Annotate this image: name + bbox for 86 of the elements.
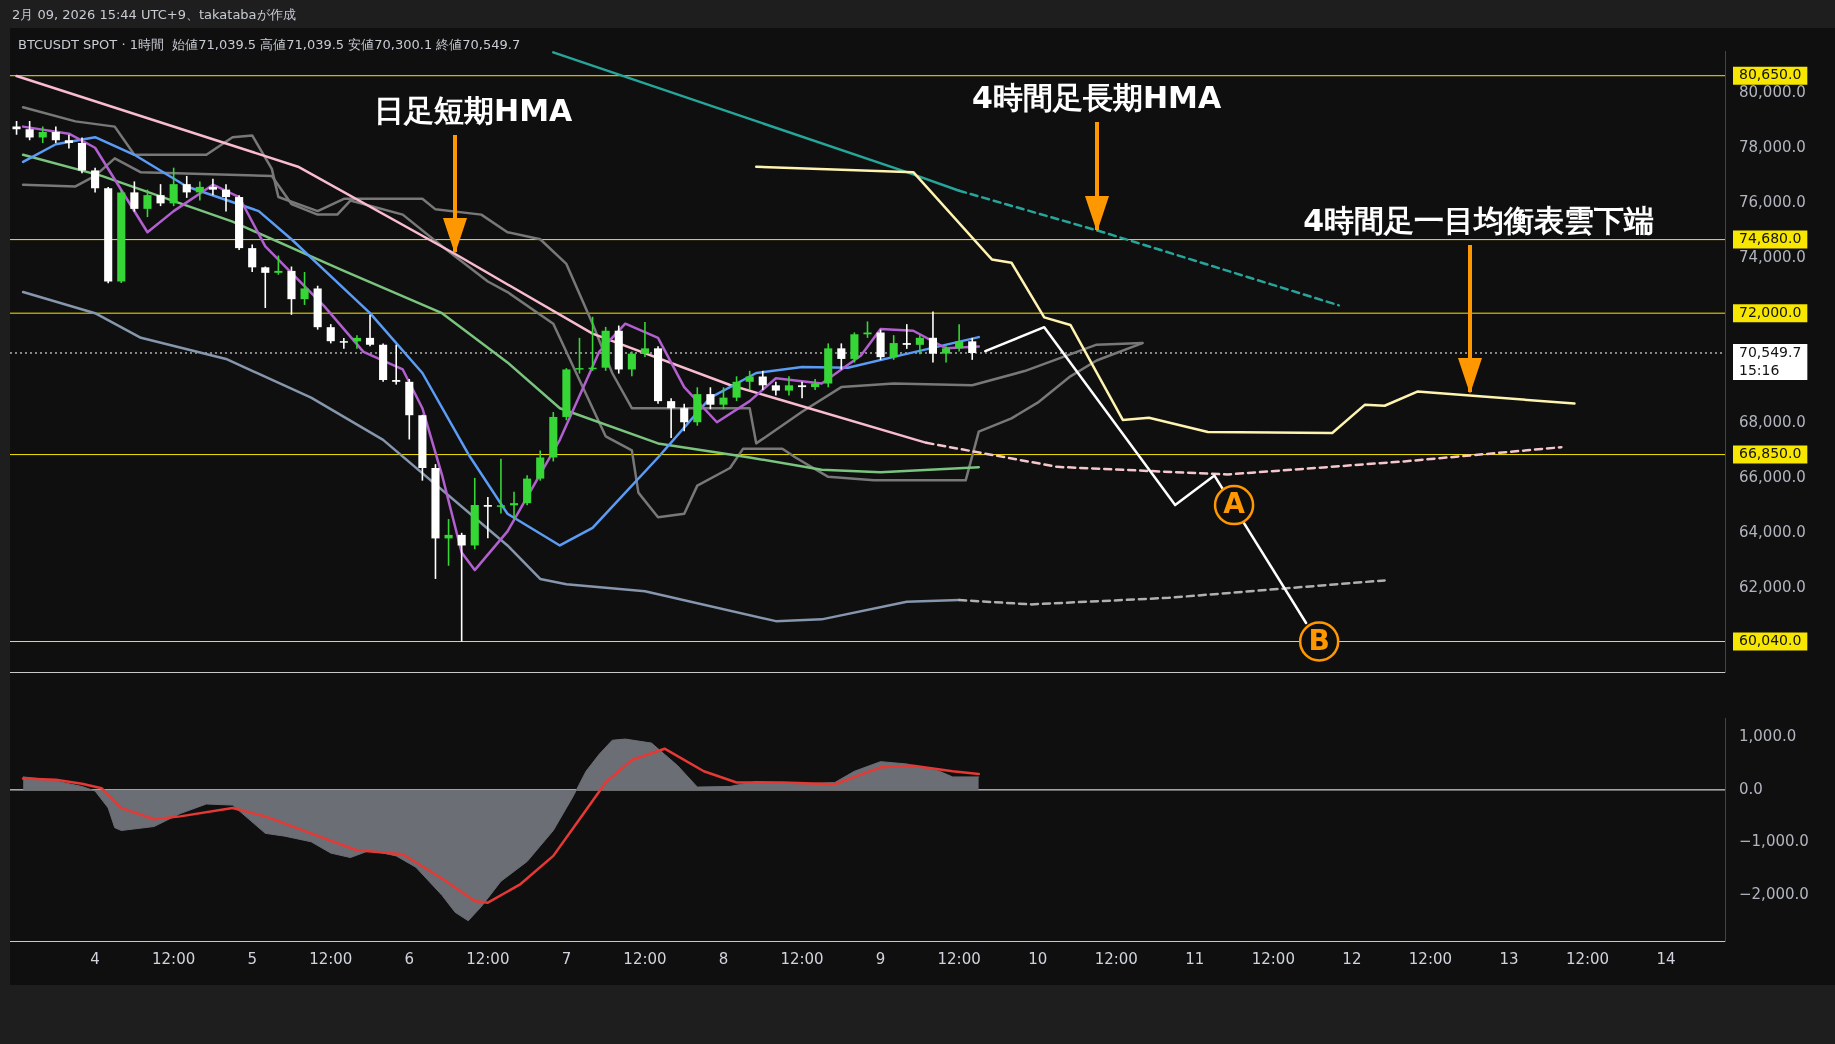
candlestick — [902, 323, 911, 350]
ref-line-label: 66,850.0 — [1739, 445, 1802, 462]
x-tick-label: 8 — [718, 949, 729, 968]
annotation: B — [1308, 623, 1330, 657]
x-tick-label: 5 — [247, 949, 257, 968]
y-tick-label: 76,000.0 — [1739, 193, 1806, 212]
line-series — [957, 579, 1386, 606]
y-tick-label: 74,000.0 — [1739, 248, 1806, 267]
candlestick — [248, 243, 257, 273]
candlestick — [457, 532, 466, 643]
candlestick — [221, 183, 231, 213]
x-tick-label: 12:00 — [623, 949, 667, 968]
y-tick-label: 62,000.0 — [1739, 577, 1806, 596]
y-tick-label: −1,000.0 — [1739, 832, 1809, 851]
y-tick-label: −2,000.0 — [1739, 884, 1809, 903]
y-tick-label: 66,000.0 — [1739, 467, 1806, 486]
x-tick-label: 12:00 — [152, 949, 196, 968]
candlestick — [274, 254, 283, 276]
x-tick-label: 12:00 — [780, 949, 824, 968]
x-tick-label: 12 — [1342, 949, 1362, 968]
x-tick-label: 11 — [1185, 949, 1205, 968]
candlestick — [64, 133, 73, 150]
candlestick — [25, 120, 34, 142]
candlestick — [169, 166, 178, 207]
candlestick — [732, 375, 741, 402]
candlestick — [208, 177, 217, 196]
x-tick-label: 12:00 — [466, 949, 510, 968]
candlestick — [575, 337, 584, 375]
ref-line-label: 70,549.7 15:16 — [1739, 343, 1802, 378]
chart-title: 2月 09, 2026 15:44 UTC+9、takatabaが作成 — [12, 6, 296, 24]
candlestick — [719, 386, 728, 411]
candlestick — [483, 496, 492, 540]
annotation: 日足短期HMA — [374, 92, 573, 128]
candlestick — [706, 386, 715, 411]
candlestick — [627, 350, 636, 378]
candlestick — [300, 271, 309, 306]
candlestick — [182, 175, 191, 199]
ref-line-label: 80,650.0 — [1739, 66, 1802, 83]
y-tick-label: 80,000.0 — [1739, 83, 1806, 102]
candlestick — [261, 265, 270, 309]
candlestick — [143, 188, 152, 218]
candlestick — [339, 337, 348, 350]
x-tick-label: 12:00 — [1251, 949, 1295, 968]
x-tick-label: 9 — [875, 949, 886, 968]
y-tick-label: 68,000.0 — [1739, 412, 1806, 431]
x-tick-label: 13 — [1499, 949, 1519, 968]
ref-line-label: 60,040.0 — [1739, 632, 1802, 649]
candlestick — [156, 183, 165, 207]
x-tick-label: 6 — [404, 949, 415, 968]
x-tick-label: 12:00 — [1408, 949, 1453, 968]
y-tick-label: 78,000.0 — [1739, 138, 1806, 157]
annotation: 4時間足長期HMA — [972, 79, 1222, 115]
x-tick-label: 12:00 — [1565, 949, 1610, 968]
candlestick — [326, 323, 335, 345]
x-tick-label: 12:00 — [937, 949, 981, 968]
candlestick — [745, 370, 754, 391]
candlestick — [784, 375, 794, 397]
candlestick — [928, 310, 938, 364]
annotation: 4時間足一目均衡表雲下端 — [1303, 202, 1655, 238]
candlestick — [130, 180, 139, 213]
candlestick — [797, 381, 807, 400]
candlestick — [758, 370, 767, 391]
candlestick — [496, 457, 505, 515]
y-tick-label: 1,000.0 — [1739, 727, 1797, 746]
candlestick — [667, 397, 676, 439]
candlestick — [915, 334, 924, 356]
x-tick-label: 4 — [90, 949, 100, 968]
y-tick-label: 0.0 — [1739, 779, 1763, 798]
candlestick — [536, 449, 545, 482]
candlestick — [640, 321, 649, 358]
chart-subtitle: BTCUSDT SPOT · 1時間 始値71,039.5 高値71,039.5 安値70,300.1 終値70,549.7 — [18, 36, 521, 54]
x-tick-label: 10 — [1028, 949, 1048, 968]
candlestick — [680, 402, 689, 433]
ref-line-label: 74,680.0 — [1739, 230, 1802, 247]
candlestick — [889, 334, 898, 361]
y-tick-label: 64,000.0 — [1739, 522, 1806, 541]
candlestick — [392, 343, 401, 386]
candlestick — [91, 166, 100, 194]
x-tick-label: 12:00 — [1094, 949, 1138, 968]
ref-line-label: 72,000.0 — [1739, 303, 1802, 320]
candlestick — [365, 314, 375, 347]
annotation: A — [1223, 487, 1246, 521]
x-tick-label: 12:00 — [309, 949, 353, 968]
candlestick — [955, 323, 964, 353]
x-tick-label: 14 — [1656, 949, 1676, 968]
x-tick-label: 7 — [561, 949, 572, 968]
